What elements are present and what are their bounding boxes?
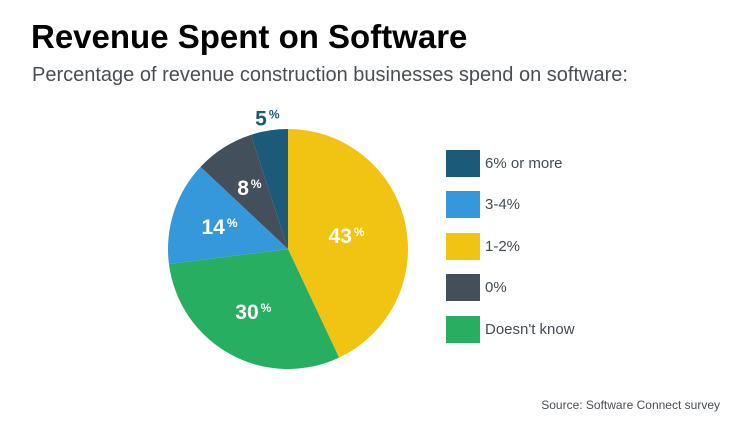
legend-item: Doesn't know [446, 315, 575, 343]
chart-subtitle: Percentage of revenue construction busin… [32, 64, 628, 86]
data-label: 5% [255, 108, 280, 131]
legend-item: 6% or more [446, 149, 575, 177]
legend-swatch [446, 149, 480, 177]
pie-slice [168, 166, 288, 265]
legend-swatch [446, 315, 480, 343]
pie-slice [288, 129, 409, 358]
source-note: Source: Software Connect survey [541, 398, 720, 412]
data-label: 8% [237, 177, 262, 200]
legend-swatch [446, 232, 480, 260]
legend: 6% or more 3-4% 1-2% 0% Doesn't know [446, 149, 575, 357]
legend-label: 6% or more [485, 154, 563, 172]
legend-swatch [446, 274, 480, 301]
legend-item: 1-2% [446, 232, 575, 260]
legend-swatch [446, 191, 480, 218]
pie-slice [200, 134, 288, 249]
legend-label: 0% [485, 279, 507, 296]
legend-label: Doesn't know [485, 320, 575, 338]
legend-label: 1-2% [485, 237, 521, 255]
legend-item: 0% [446, 274, 575, 302]
legend-item: 3-4% [446, 191, 575, 219]
data-label: 14% [202, 216, 238, 239]
data-label: 43% [329, 225, 365, 248]
pie-slice [250, 129, 288, 249]
pie-slice [168, 249, 340, 370]
data-label: 30% [235, 301, 271, 324]
chart-title: Revenue Spent on Software [31, 18, 468, 55]
legend-label: 3-4% [485, 196, 521, 213]
